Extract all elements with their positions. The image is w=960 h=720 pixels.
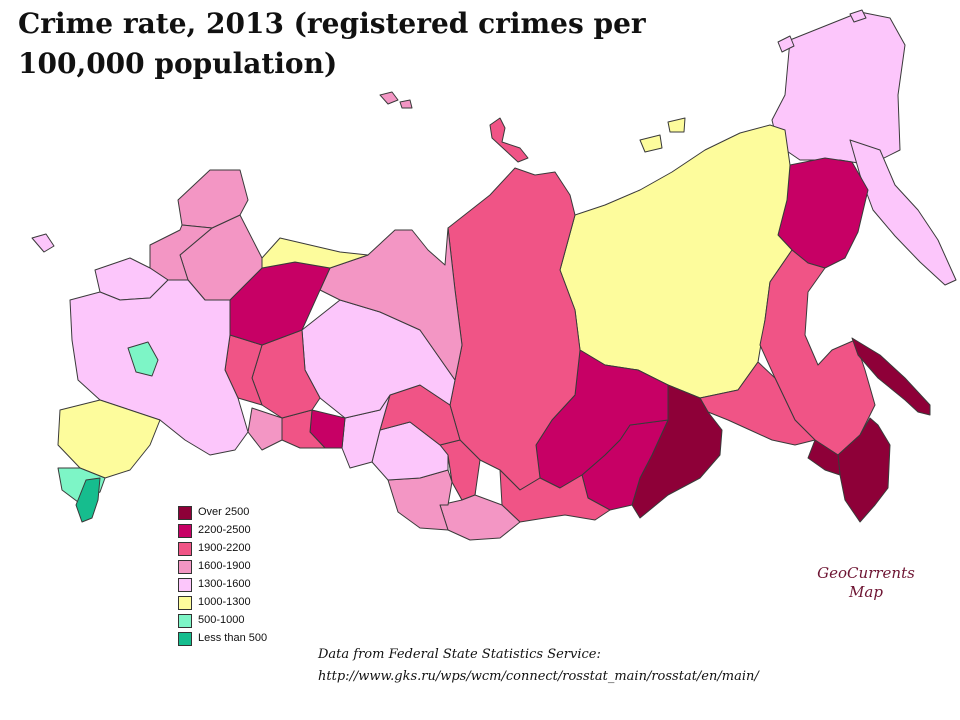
legend-label: 1600-1900 — [198, 560, 251, 572]
source-line-1: Data from Federal State Statistics Servi… — [318, 647, 601, 662]
map-title-line-2: 100,000 population) — [18, 47, 338, 80]
watermark-line-2: Map — [849, 583, 883, 601]
region-wrangel-island[interactable] — [777, 9, 867, 53]
region-kamchatka[interactable] — [849, 139, 957, 286]
legend-swatch — [178, 524, 192, 538]
region-chelyabinsk[interactable] — [247, 407, 283, 451]
region-sakha-yakutia[interactable] — [559, 124, 793, 399]
region-moscow[interactable] — [127, 341, 159, 377]
region-chukotka[interactable] — [771, 11, 906, 166]
region-primorsky[interactable] — [837, 417, 891, 523]
legend-swatch — [178, 506, 192, 520]
region-jewish-ao[interactable] — [807, 439, 841, 476]
source-url: http://www.gks.ru/wps/wcm/connect/rossta… — [318, 669, 759, 684]
map-title-line-1: Crime rate, 2013 (registered crimes per — [18, 7, 646, 40]
region-yamalo-nenets[interactable] — [319, 227, 463, 381]
legend-label: 1900-2200 — [198, 542, 251, 554]
legend-swatch — [178, 632, 192, 646]
legend-swatch — [178, 596, 192, 610]
map-title: Crime rate, 2013 (registered crimes per … — [18, 4, 718, 84]
legend-label: 500-1000 — [198, 614, 245, 626]
region-nenets[interactable] — [261, 237, 369, 269]
region-altai-republic[interactable] — [439, 494, 521, 541]
legend-label: Over 2500 — [198, 506, 250, 518]
legend-swatch — [178, 578, 192, 592]
region-novaya-zemlya[interactable] — [489, 117, 529, 163]
legend-label: 1300-1600 — [198, 578, 251, 590]
region-dagestan[interactable] — [75, 477, 101, 523]
legend-label: 2200-2500 — [198, 524, 251, 536]
data-source-note: Data from Federal State Statistics Servi… — [318, 644, 938, 688]
legend-swatch — [178, 614, 192, 628]
region-kaliningrad[interactable] — [31, 233, 55, 253]
region-amur[interactable] — [699, 361, 816, 446]
region-franz-josef-land[interactable] — [379, 91, 413, 109]
legend-swatch — [178, 560, 192, 574]
legend-label: Less than 500 — [198, 632, 268, 644]
legend-swatch — [178, 542, 192, 556]
watermark-line-1: GeoCurrents — [817, 564, 915, 582]
region-volga-south[interactable] — [57, 399, 161, 479]
region-sakhalin[interactable] — [851, 337, 931, 416]
geocurrents-watermark: GeoCurrents Map — [786, 564, 946, 602]
region-new-siberian-islands[interactable] — [639, 117, 686, 153]
legend-label: 1000-1300 — [198, 596, 251, 608]
